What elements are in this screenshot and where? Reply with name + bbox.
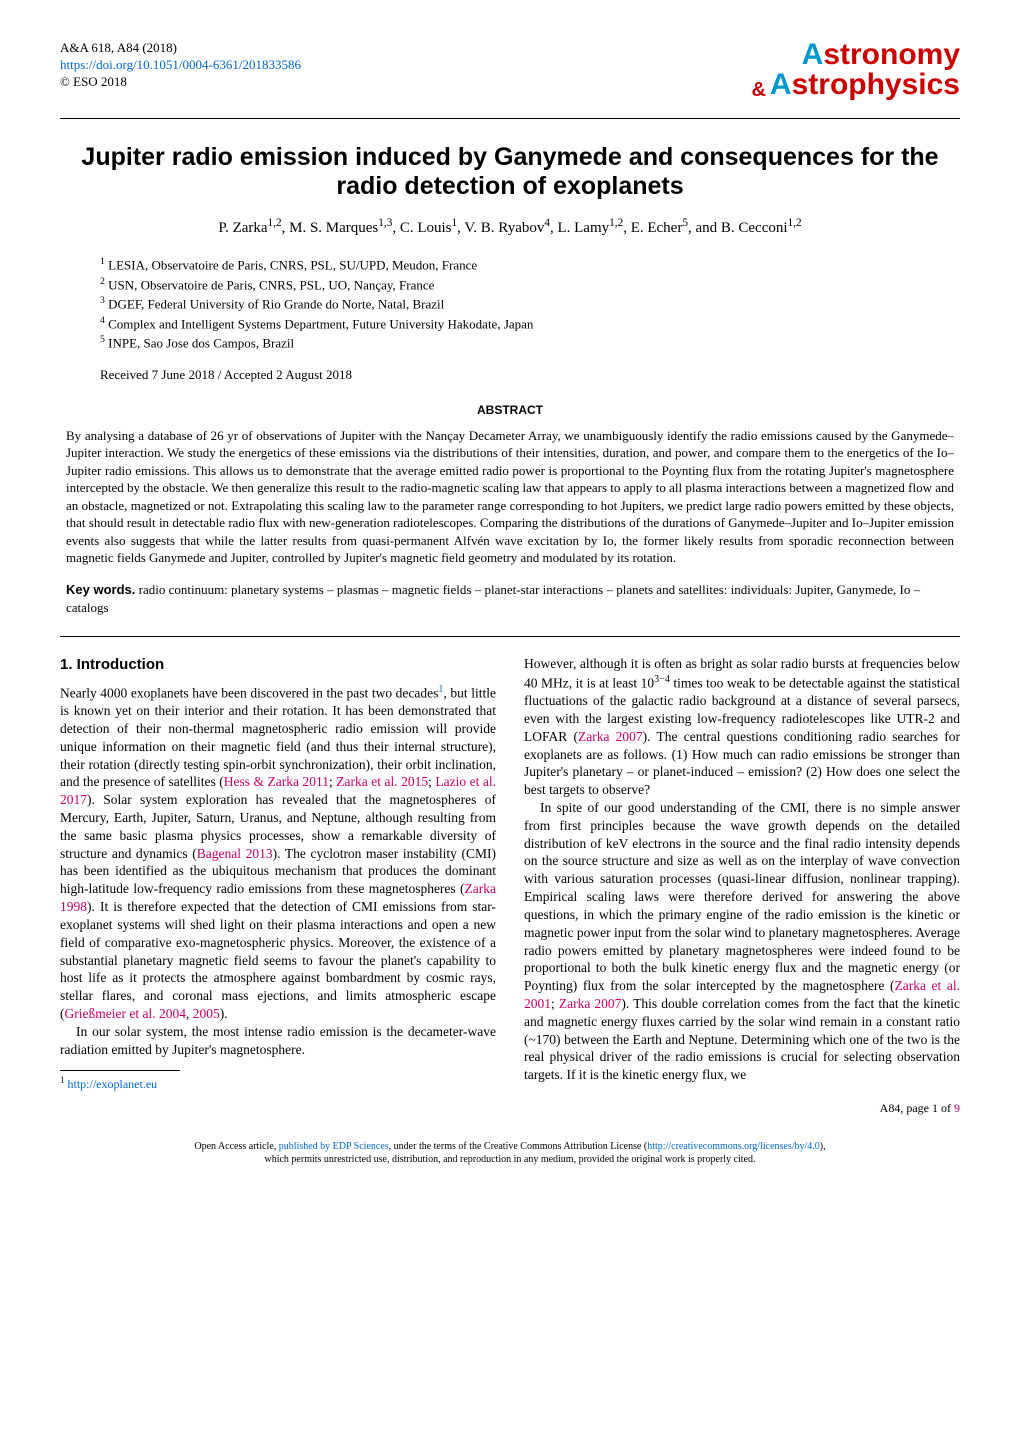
page-number: A84, page 1 of 9 [60, 1101, 960, 1116]
top-rule [60, 118, 960, 119]
left-column: 1. Introduction Nearly 4000 exoplanets h… [60, 655, 496, 1093]
journal-logo: Astronomy &Astrophysics [755, 40, 960, 100]
affiliation-3: 3 DGEF, Federal University of Rio Grande… [100, 294, 960, 314]
logo-a1: A [802, 38, 824, 71]
affiliation-1: 1 LESIA, Observatoire de Paris, CNRS, PS… [100, 255, 960, 275]
logo-stronomy: stronomy [823, 38, 960, 71]
affiliation-2: 2 USN, Observatoire de Paris, CNRS, PSL,… [100, 275, 960, 295]
journal-ref: A&A 618, A84 (2018) [60, 40, 301, 57]
footnote-rule [60, 1070, 180, 1071]
section-1-heading: 1. Introduction [60, 655, 496, 675]
logo-amp: & [751, 79, 765, 101]
body-columns: 1. Introduction Nearly 4000 exoplanets h… [60, 655, 960, 1093]
intro-p2: In our solar system, the most intense ra… [60, 1023, 496, 1059]
intro-p1: Nearly 4000 exoplanets have been discove… [60, 683, 496, 1023]
abstract-heading: ABSTRACT [60, 403, 960, 417]
copyright: © ESO 2018 [60, 74, 301, 91]
footer-line2: which permits unrestricted use, distribu… [60, 1153, 960, 1166]
intro-p4: In spite of our good understanding of th… [524, 799, 960, 1084]
authors: P. Zarka1,2, M. S. Marques1,3, C. Louis1… [60, 217, 960, 237]
right-column: However, although it is often as bright … [524, 655, 960, 1093]
affiliation-4: 4 Complex and Intelligent Systems Depart… [100, 314, 960, 334]
header-row: A&A 618, A84 (2018) https://doi.org/10.1… [60, 40, 960, 100]
section-rule [60, 636, 960, 637]
affiliation-5: 5 INPE, Sao Jose dos Campos, Brazil [100, 333, 960, 353]
header-meta: A&A 618, A84 (2018) https://doi.org/10.1… [60, 40, 301, 91]
page-total-link[interactable]: 9 [954, 1101, 960, 1115]
footer: Open Access article, published by EDP Sc… [60, 1140, 960, 1166]
footnote-1: 1 http://exoplanet.eu [60, 1075, 496, 1093]
abstract-text: By analysing a database of 26 yr of obse… [66, 427, 954, 567]
intro-p3: However, although it is often as bright … [524, 655, 960, 799]
dates: Received 7 June 2018 / Accepted 2 August… [100, 367, 960, 383]
article-title: Jupiter radio emission induced by Ganyme… [60, 143, 960, 201]
keywords-text: radio continuum: planetary systems – pla… [66, 582, 920, 615]
affiliations: 1 LESIA, Observatoire de Paris, CNRS, PS… [100, 255, 960, 353]
logo-strophysics: strophysics [792, 68, 960, 101]
doi-link[interactable]: https://doi.org/10.1051/0004-6361/201833… [60, 57, 301, 72]
keywords-label: Key words. [66, 582, 135, 597]
keywords: Key words. radio continuum: planetary sy… [66, 581, 954, 616]
logo-a2: A [770, 68, 792, 101]
footer-line1: Open Access article, published by EDP Sc… [60, 1140, 960, 1153]
